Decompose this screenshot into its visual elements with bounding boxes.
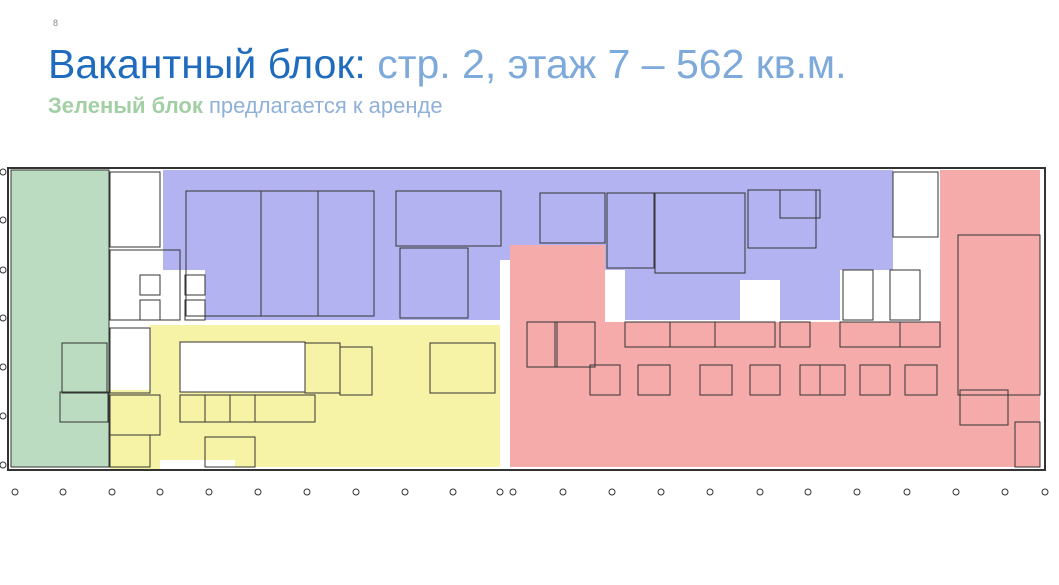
title-detail: стр. 2, этаж 7 – 562 кв.м. bbox=[377, 41, 847, 87]
subtitle-highlight: Зеленый блок bbox=[48, 93, 203, 118]
subtitle-rest: предлагается к аренде bbox=[208, 93, 443, 118]
slide-title: Вакантный блок: стр. 2, этаж 7 – 562 кв.… bbox=[48, 40, 846, 88]
slide-subtitle: Зеленый блок предлагается к аренде bbox=[48, 92, 443, 120]
axis-markers bbox=[0, 168, 1049, 496]
plan-walls bbox=[7, 167, 1046, 471]
page-number: 8 bbox=[53, 18, 59, 28]
title-main: Вакантный блок: bbox=[48, 41, 366, 87]
floor-plan bbox=[0, 167, 1049, 496]
red-zone bbox=[510, 170, 1040, 467]
